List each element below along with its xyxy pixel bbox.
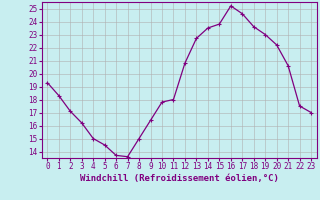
X-axis label: Windchill (Refroidissement éolien,°C): Windchill (Refroidissement éolien,°C): [80, 174, 279, 183]
